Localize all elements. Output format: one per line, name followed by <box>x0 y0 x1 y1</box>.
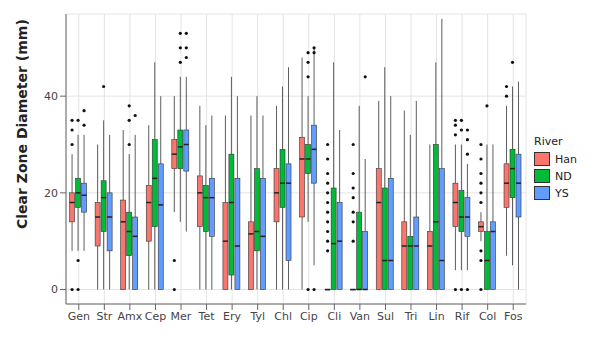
html-text:Han: Han <box>555 152 577 166</box>
svg-text:Rif: Rif <box>455 310 471 323</box>
svg-text:Ery: Ery <box>223 310 241 323</box>
svg-text:Col: Col <box>479 310 496 323</box>
svg-text:Tet: Tet <box>198 310 216 323</box>
svg-text:Cip: Cip <box>300 310 318 323</box>
svg-text:Chl: Chl <box>274 310 292 323</box>
svg-text:Str: Str <box>96 310 112 323</box>
svg-text:Clear Zone Diameter (mm): Clear Zone Diameter (mm) <box>14 19 30 229</box>
svg-text:Cli: Cli <box>327 310 341 323</box>
svg-text:Gen: Gen <box>68 310 90 323</box>
svg-text:20: 20 <box>44 187 58 200</box>
svg-text:Van: Van <box>350 310 370 323</box>
svg-text:Cep: Cep <box>145 310 166 323</box>
svg-text:Mer: Mer <box>171 310 192 323</box>
svg-text:Sul: Sul <box>377 310 394 323</box>
svg-text:40: 40 <box>44 90 58 103</box>
svg-text:Tri: Tri <box>404 310 418 323</box>
svg-text:0: 0 <box>51 283 58 296</box>
svg-text:Fos: Fos <box>504 310 523 323</box>
html-text:River: River <box>534 135 563 148</box>
svg-text:Lin: Lin <box>428 310 444 323</box>
svg-text:Amx: Amx <box>118 310 143 323</box>
html-text:YS: YS <box>555 186 569 200</box>
svg-text:Tyl: Tyl <box>249 310 265 323</box>
html-text:ND: ND <box>555 169 572 183</box>
